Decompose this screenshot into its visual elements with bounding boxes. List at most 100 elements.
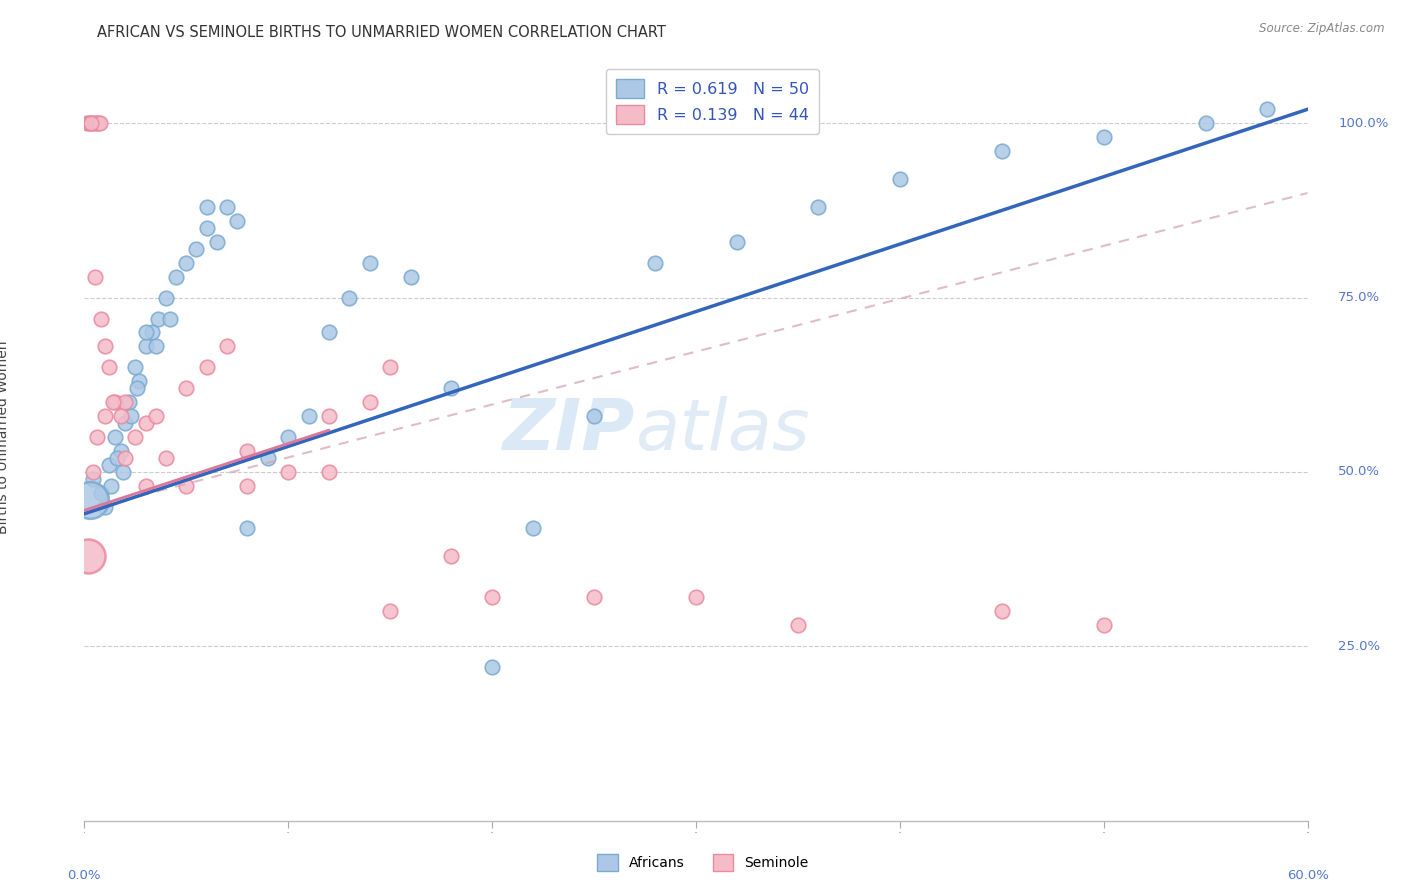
Point bbox=[82, 465, 104, 479]
Point bbox=[725, 235, 748, 249]
Point bbox=[155, 291, 177, 305]
Point bbox=[481, 591, 503, 605]
Point bbox=[114, 450, 136, 465]
Point bbox=[205, 235, 228, 249]
Text: 0.0%: 0.0% bbox=[67, 870, 101, 882]
Point bbox=[359, 395, 381, 409]
Point bbox=[76, 116, 98, 130]
Point bbox=[104, 430, 127, 444]
Point bbox=[124, 360, 146, 375]
Point bbox=[93, 409, 115, 424]
Point bbox=[159, 311, 181, 326]
Text: 25.0%: 25.0% bbox=[1339, 640, 1381, 653]
Point bbox=[807, 200, 830, 214]
Text: 75.0%: 75.0% bbox=[1339, 291, 1381, 304]
Point bbox=[105, 450, 128, 465]
Point bbox=[82, 472, 104, 486]
Text: Births to Unmarried Women: Births to Unmarried Women bbox=[0, 341, 10, 533]
Text: ZIP: ZIP bbox=[502, 396, 636, 465]
Point bbox=[77, 549, 100, 563]
Point bbox=[97, 458, 120, 472]
Point bbox=[1195, 116, 1218, 130]
Point bbox=[380, 360, 402, 375]
Point bbox=[83, 116, 105, 130]
Text: AFRICAN VS SEMINOLE BIRTHS TO UNMARRIED WOMEN CORRELATION CHART: AFRICAN VS SEMINOLE BIRTHS TO UNMARRIED … bbox=[97, 25, 665, 40]
Point bbox=[380, 604, 402, 618]
Point bbox=[481, 660, 503, 674]
Point bbox=[359, 256, 381, 270]
Point bbox=[195, 200, 218, 214]
Point bbox=[440, 381, 463, 395]
Point bbox=[236, 444, 259, 458]
Point bbox=[339, 291, 361, 305]
Point bbox=[165, 269, 187, 284]
Point bbox=[90, 311, 112, 326]
Point bbox=[145, 409, 167, 424]
Point bbox=[1256, 103, 1278, 117]
Point bbox=[174, 256, 197, 270]
Point bbox=[440, 549, 463, 563]
Point bbox=[236, 521, 259, 535]
Point bbox=[104, 395, 127, 409]
Point bbox=[80, 116, 103, 130]
Point bbox=[991, 144, 1014, 158]
Point bbox=[110, 409, 132, 424]
Point bbox=[93, 339, 115, 353]
Point bbox=[124, 430, 146, 444]
Point bbox=[174, 381, 197, 395]
Point bbox=[120, 409, 142, 424]
Point bbox=[217, 200, 239, 214]
Point bbox=[110, 444, 132, 458]
Text: 50.0%: 50.0% bbox=[1339, 466, 1381, 478]
Point bbox=[583, 409, 606, 424]
Text: 100.0%: 100.0% bbox=[1339, 117, 1389, 129]
Point bbox=[114, 395, 136, 409]
Point bbox=[86, 116, 108, 130]
Point bbox=[236, 479, 259, 493]
Point bbox=[146, 311, 169, 326]
Point bbox=[89, 116, 111, 130]
Point bbox=[644, 256, 666, 270]
Point bbox=[1092, 618, 1115, 632]
Point bbox=[101, 395, 124, 409]
Point bbox=[787, 618, 810, 632]
Point bbox=[685, 591, 707, 605]
Point bbox=[318, 465, 340, 479]
Point bbox=[318, 326, 340, 340]
Point bbox=[195, 360, 218, 375]
Point bbox=[277, 430, 299, 444]
Point bbox=[80, 116, 103, 130]
Point bbox=[118, 395, 141, 409]
Point bbox=[97, 360, 120, 375]
Point bbox=[226, 214, 249, 228]
Legend: R = 0.619   N = 50, R = 0.139   N = 44: R = 0.619 N = 50, R = 0.139 N = 44 bbox=[606, 70, 818, 134]
Point bbox=[141, 326, 163, 340]
Point bbox=[135, 416, 157, 430]
Point bbox=[257, 450, 280, 465]
Point bbox=[889, 172, 911, 186]
Point bbox=[217, 339, 239, 353]
Point bbox=[1092, 130, 1115, 145]
Point bbox=[93, 500, 115, 514]
Point bbox=[135, 479, 157, 493]
Point bbox=[127, 381, 149, 395]
Point bbox=[174, 479, 197, 493]
Point bbox=[86, 430, 108, 444]
Point bbox=[128, 374, 150, 388]
Point bbox=[318, 409, 340, 424]
Point bbox=[79, 492, 101, 507]
Point bbox=[195, 220, 218, 235]
Point bbox=[583, 591, 606, 605]
Point bbox=[135, 339, 157, 353]
Point bbox=[114, 416, 136, 430]
Point bbox=[399, 269, 422, 284]
Legend: Africans, Seminole: Africans, Seminole bbox=[592, 848, 814, 876]
Point bbox=[298, 409, 321, 424]
Point bbox=[79, 116, 101, 130]
Point bbox=[991, 604, 1014, 618]
Point bbox=[100, 479, 122, 493]
Point bbox=[112, 465, 135, 479]
Point bbox=[277, 465, 299, 479]
Point bbox=[145, 339, 167, 353]
Point bbox=[84, 116, 107, 130]
